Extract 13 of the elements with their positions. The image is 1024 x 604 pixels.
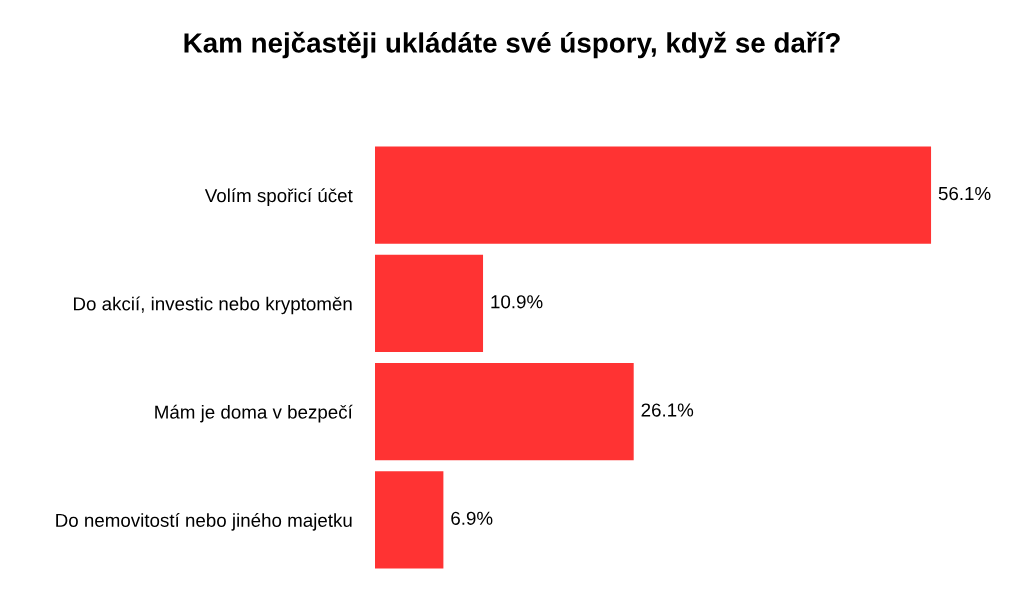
y-tick-label: Mám je doma v bezpečí [155,404,353,423]
data-label: 10.9% [491,295,543,309]
bar [375,146,932,244]
data-label: 6.9% [451,511,493,525]
bar [375,471,444,569]
y-tick-label: Volím spořicí účet [204,188,353,206]
data-label: 56.1% [938,186,991,201]
data-label: 26.1% [641,403,694,417]
y-tick-label: Do akcií, investic nebo kryptoměn [74,296,352,315]
bar [375,362,634,461]
y-tick-label: Do nemovitostí nebo jiného majetku [56,512,352,531]
bar [375,254,484,353]
chart-title: Kam nejčastěji ukládáte své úspory, když se daří? [184,31,840,59]
